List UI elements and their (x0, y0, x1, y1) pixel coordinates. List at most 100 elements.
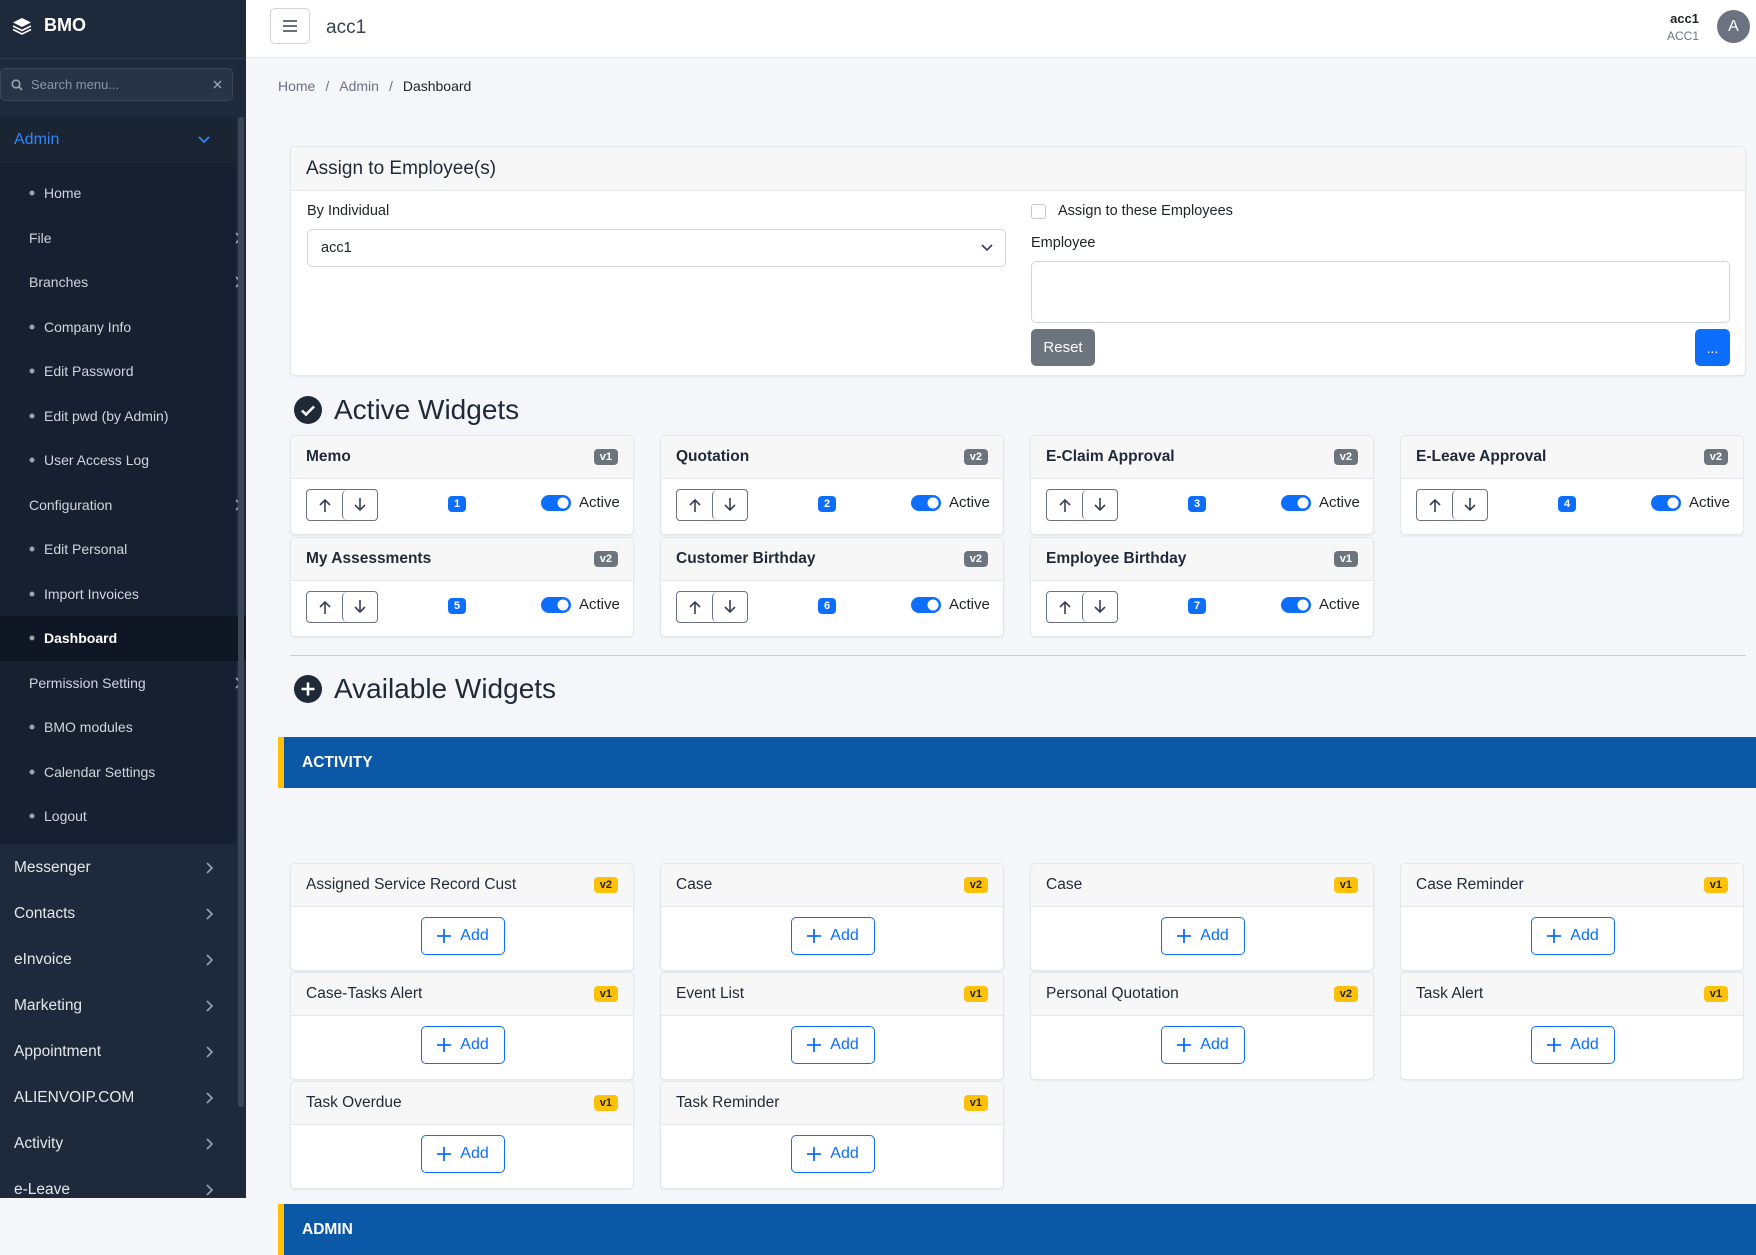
menu[interactable]: Contacts (0, 891, 236, 937)
move-down[interactable] (712, 592, 747, 622)
menu[interactable]: e-Leave (0, 1167, 236, 1198)
version-badge: v2 (1703, 449, 1728, 465)
widget-name: Personal Quotation (1046, 985, 1179, 1002)
menu-item[interactable]: BMO modules (0, 705, 246, 750)
status-toggle[interactable]: Active (1281, 596, 1360, 613)
move-up[interactable] (307, 490, 342, 520)
widget-name: Employee Birthday (1046, 550, 1187, 567)
menu-item-label: Company Info (44, 318, 132, 335)
menu-item[interactable]: User Access Log (0, 438, 246, 483)
move-up[interactable] (307, 592, 342, 622)
menu-item-label: Configuration (29, 496, 113, 513)
menu-toggle[interactable] (270, 8, 310, 44)
menu-item[interactable]: Company Info (0, 305, 246, 350)
widget-header: Task Overdue v1 (291, 1082, 633, 1125)
plus-icon (807, 929, 822, 943)
move-up[interactable] (677, 490, 712, 520)
status-toggle[interactable]: Active (911, 596, 990, 613)
chevron-right (206, 1092, 214, 1104)
menu-item[interactable]: Edit Password (0, 349, 246, 394)
move-up[interactable] (1047, 490, 1082, 520)
move-down[interactable] (1082, 592, 1117, 622)
move-buttons (1046, 489, 1118, 521)
status-toggle[interactable]: Active (1651, 494, 1730, 511)
reset-button[interactable]: Reset (1031, 329, 1095, 366)
menu-item[interactable]: Edit Personal (0, 527, 246, 572)
move-up[interactable] (1417, 490, 1452, 520)
field-label: Employee (1031, 235, 1096, 251)
menu-item-label: Logout (44, 808, 87, 825)
widget-card: Employee Birthday v1 7 Active (1030, 537, 1374, 637)
order-badge: 2 (818, 496, 837, 512)
add-button[interactable]: Add (421, 917, 505, 955)
menu-item[interactable]: Branches (0, 260, 246, 305)
user-code: ACC1 (1666, 29, 1699, 43)
move-buttons (676, 591, 748, 623)
add-button[interactable]: Add (791, 917, 875, 955)
menu-item[interactable]: Configuration (0, 483, 246, 528)
status-toggle[interactable]: Active (911, 494, 990, 511)
search-menu[interactable]: Search menu... (0, 68, 233, 101)
add-button[interactable]: Add (421, 1026, 505, 1064)
menu-section[interactable]: Admin (0, 117, 236, 163)
employee-textarea[interactable] (1031, 261, 1730, 323)
breadcrumb-separator: / (325, 78, 330, 94)
menu-item[interactable]: Home (0, 171, 246, 216)
add-button[interactable]: Add (791, 1135, 875, 1173)
menu[interactable]: Activity (0, 1121, 236, 1167)
widget-card: My Assessments v2 5 Active (290, 537, 634, 637)
breadcrumb-item[interactable]: Admin (339, 78, 379, 94)
menu[interactable]: Appointment (0, 1029, 236, 1075)
widget-card: E-Leave Approval v2 4 Active (1400, 435, 1744, 535)
move-down[interactable] (342, 490, 377, 520)
menu[interactable]: Messenger (0, 845, 236, 891)
status-label: Active (949, 494, 990, 511)
avatar[interactable]: A (1717, 10, 1750, 43)
breadcrumb-item[interactable]: Home (278, 78, 316, 94)
menu[interactable]: Marketing (0, 983, 236, 1029)
menu-item[interactable]: Calendar Settings (0, 750, 246, 795)
status-toggle[interactable]: Active (541, 596, 620, 613)
add-button[interactable]: Add (1531, 917, 1615, 955)
move-up[interactable] (1047, 592, 1082, 622)
menu-item[interactable]: Dashboard (0, 616, 246, 661)
menu-item-label: BMO modules (44, 719, 133, 736)
menu-item[interactable]: Edit pwd (by Admin) (0, 394, 246, 439)
widget-header: Case v1 (1031, 864, 1373, 907)
breadcrumb-item: Dashboard (402, 78, 472, 94)
menu[interactable]: eInvoice (0, 937, 236, 983)
add-label: Add (830, 1036, 859, 1053)
menu-item-label: File (29, 229, 52, 246)
employee-select[interactable]: acc1 (307, 229, 1006, 267)
status-toggle[interactable]: Active (541, 494, 620, 511)
version-badge: v1 (593, 449, 618, 465)
move-down[interactable] (342, 592, 377, 622)
plus-icon (807, 1147, 822, 1161)
menu-item[interactable]: Permission Setting (0, 661, 246, 706)
version-badge: v2 (1333, 986, 1358, 1002)
menu-item[interactable]: Import Invoices (0, 572, 246, 617)
submit-button[interactable]: ... (1695, 329, 1730, 366)
menu-item[interactable]: File (0, 216, 246, 261)
arrow-icon (688, 600, 701, 614)
add-button[interactable]: Add (791, 1026, 875, 1064)
add-button[interactable]: Add (421, 1135, 505, 1173)
widget-header: Case v2 (661, 864, 1003, 907)
status-toggle[interactable]: Active (1281, 494, 1360, 511)
check-circle-icon (294, 396, 322, 424)
add-button[interactable]: Add (1161, 917, 1245, 955)
add-button[interactable]: Add (1531, 1026, 1615, 1064)
move-down[interactable] (712, 490, 747, 520)
widget-header: My Assessments v2 (291, 538, 633, 581)
move-down[interactable] (1082, 490, 1117, 520)
chevron-right (206, 1138, 214, 1150)
version-badge: v2 (1333, 449, 1358, 465)
move-up[interactable] (677, 592, 712, 622)
move-down[interactable] (1452, 490, 1487, 520)
menu-item[interactable]: Logout (0, 794, 246, 839)
menu[interactable]: ALIENVOIP.COM (0, 1075, 236, 1121)
add-button[interactable]: Add (1161, 1026, 1245, 1064)
arrow-icon (354, 498, 366, 512)
assign-checkbox[interactable]: Assign to these Employees (1031, 203, 1233, 219)
